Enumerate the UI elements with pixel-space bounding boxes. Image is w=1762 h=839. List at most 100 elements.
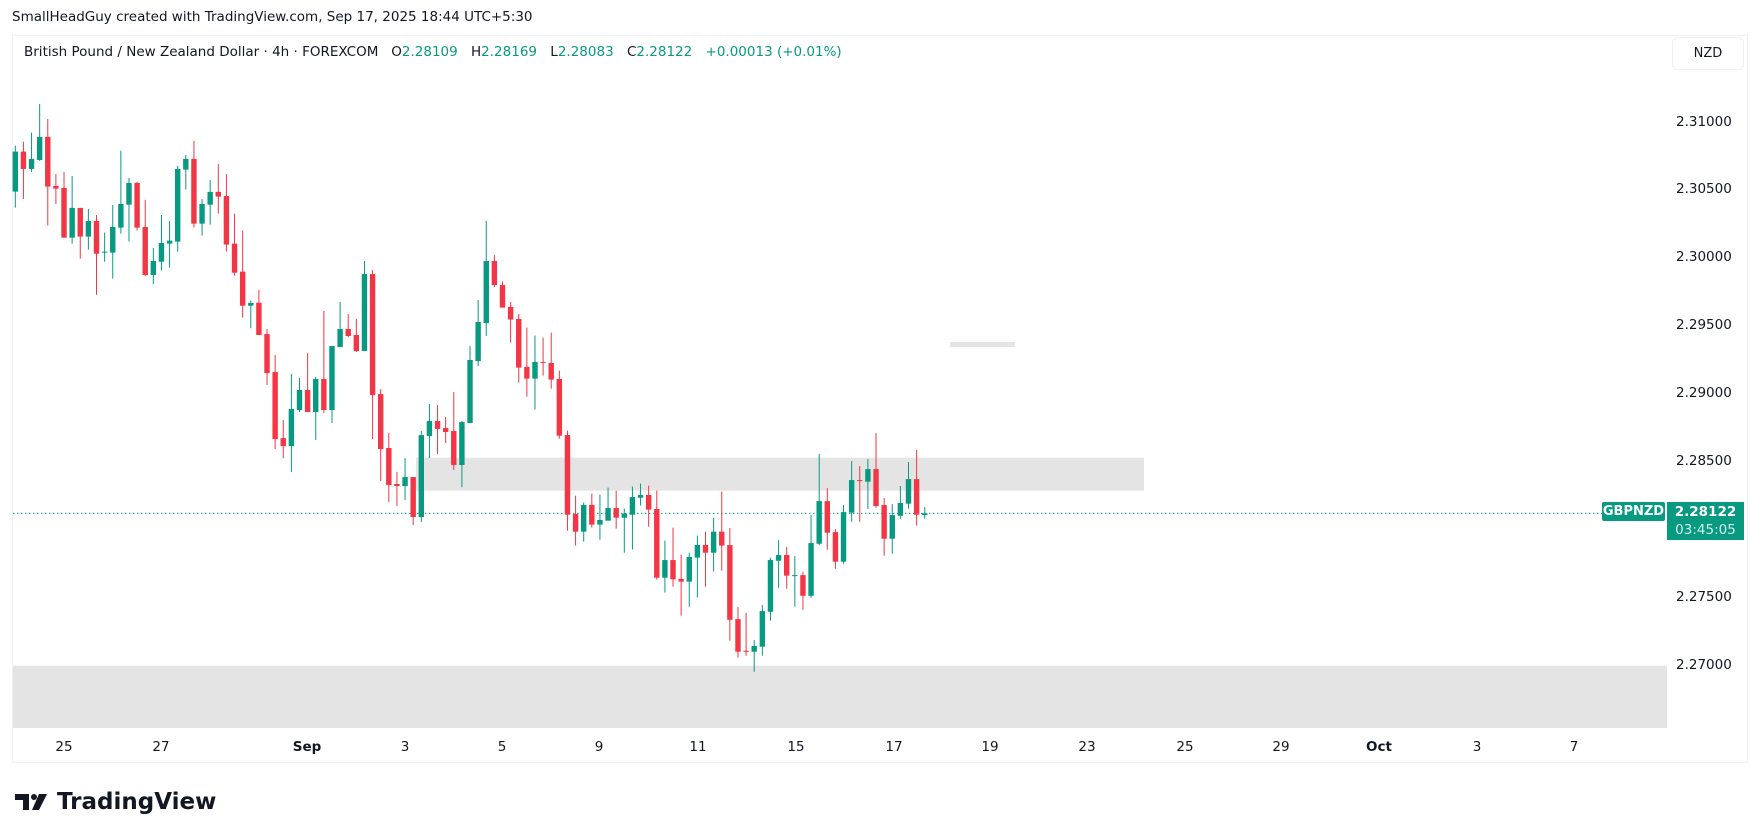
candle xyxy=(329,346,335,424)
candle xyxy=(142,199,148,276)
candle-body xyxy=(694,544,701,558)
candle-body xyxy=(378,394,384,450)
candle xyxy=(662,540,668,593)
candle xyxy=(897,486,904,519)
time-tick-label: 29 xyxy=(1272,739,1290,755)
candle xyxy=(784,547,790,589)
candle xyxy=(467,346,473,424)
high-label: H xyxy=(471,44,482,60)
candle xyxy=(280,420,286,459)
candle-body xyxy=(727,545,733,620)
candle-body xyxy=(751,646,757,652)
candle xyxy=(832,529,839,569)
candle xyxy=(564,430,571,531)
bar-countdown: 03:45:05 xyxy=(1675,522,1736,538)
candle xyxy=(353,319,360,353)
candle-body xyxy=(134,182,140,228)
candle xyxy=(459,420,465,488)
candle-body xyxy=(897,503,904,516)
candle-body xyxy=(45,136,51,187)
candle-body xyxy=(451,431,457,465)
candle-body xyxy=(118,203,124,228)
candle xyxy=(126,177,132,242)
drawing-label-placeholder[interactable] xyxy=(950,342,1015,347)
candle xyxy=(483,220,489,336)
candle xyxy=(410,477,416,526)
candle-body xyxy=(288,409,295,447)
candle xyxy=(848,461,855,522)
candle-body xyxy=(434,420,441,430)
candle xyxy=(719,491,725,571)
candle xyxy=(678,554,684,616)
time-tick-label: Sep xyxy=(292,739,322,755)
candle-body xyxy=(507,306,514,320)
candle-body xyxy=(126,182,132,205)
candle-body xyxy=(150,261,157,276)
candle-body xyxy=(873,469,879,506)
candle xyxy=(175,165,181,252)
candle xyxy=(751,640,757,672)
candle-body xyxy=(239,271,246,306)
candle xyxy=(556,370,563,439)
candle xyxy=(45,118,51,226)
candle xyxy=(442,417,449,443)
candle xyxy=(369,269,376,440)
price-tick-label: 2.30500 xyxy=(1676,181,1732,198)
time-tick-label: Oct xyxy=(1366,739,1392,755)
candle xyxy=(53,173,59,204)
candle xyxy=(581,502,587,542)
candle-body xyxy=(702,544,709,553)
candle xyxy=(597,494,603,540)
candle xyxy=(905,462,912,509)
candle-body xyxy=(304,390,311,413)
candle xyxy=(394,472,400,506)
candle-body xyxy=(386,448,392,486)
tradingview-logo-icon xyxy=(15,794,47,810)
candle xyxy=(808,515,814,598)
candle-body xyxy=(532,361,538,379)
candle xyxy=(158,214,165,271)
currency-button[interactable]: NZD xyxy=(1672,37,1744,70)
candle-body xyxy=(272,372,278,440)
candle-body xyxy=(572,514,579,532)
candle-body xyxy=(85,220,92,237)
symbol-legend[interactable]: British Pound / New Zealand Dollar · 4h … xyxy=(24,44,851,60)
candle xyxy=(191,140,197,228)
candle-body xyxy=(467,360,473,424)
candle xyxy=(702,531,709,587)
time-tick-label: 5 xyxy=(497,739,507,755)
candle xyxy=(345,313,351,338)
resistance-zone[interactable] xyxy=(416,457,1144,491)
candle xyxy=(337,302,343,347)
candle xyxy=(166,220,173,268)
support-zone[interactable] xyxy=(13,665,1667,728)
candle xyxy=(613,490,619,529)
candle-body xyxy=(329,346,335,410)
candle-body xyxy=(735,619,741,652)
candle-body xyxy=(540,361,546,363)
candle xyxy=(264,329,270,386)
candle xyxy=(451,392,457,471)
candle-body xyxy=(645,494,652,510)
candle-body xyxy=(183,158,189,170)
candle-body xyxy=(564,434,571,515)
candle xyxy=(223,173,230,252)
close-label: C xyxy=(626,44,637,60)
time-tick-label: 3 xyxy=(400,739,410,755)
candle-body xyxy=(605,508,611,521)
candle-body xyxy=(637,494,644,498)
tradingview-logo[interactable]: TradingView xyxy=(15,789,216,815)
candle-body xyxy=(784,555,790,576)
candle-body xyxy=(654,508,660,578)
candle xyxy=(361,261,368,352)
candle-body xyxy=(556,378,563,436)
candle xyxy=(118,150,124,234)
candle xyxy=(572,495,579,546)
candle-body xyxy=(889,515,895,539)
chart-frame xyxy=(12,35,1748,763)
candle xyxy=(881,497,887,556)
candle xyxy=(605,487,611,521)
candle-body xyxy=(215,191,221,197)
candle xyxy=(710,517,717,572)
